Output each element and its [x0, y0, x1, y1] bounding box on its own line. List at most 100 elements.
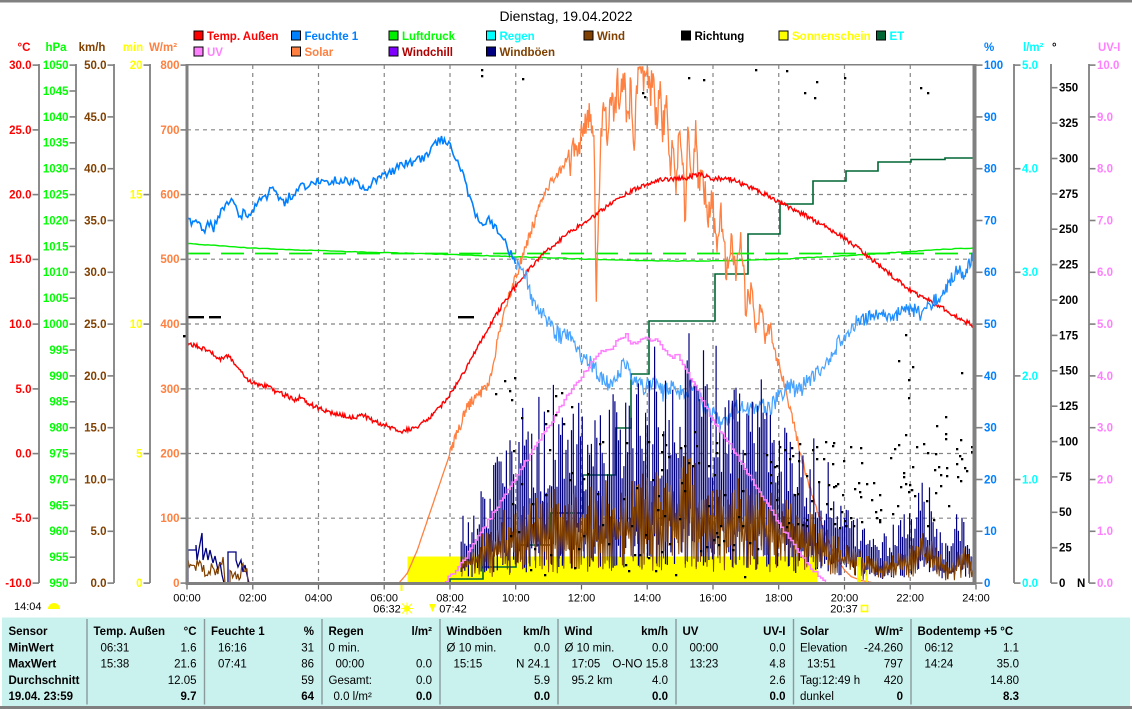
- svg-text:14:04: 14:04: [14, 601, 42, 613]
- svg-text:00:00: 00:00: [173, 593, 201, 605]
- svg-text:75: 75: [1059, 472, 1072, 484]
- svg-text:Elevation: Elevation: [800, 643, 847, 655]
- svg-text:Gesamt:: Gesamt:: [329, 675, 372, 687]
- svg-text:300: 300: [1059, 153, 1078, 165]
- svg-text:2.0: 2.0: [1022, 371, 1038, 383]
- svg-text:00:00: 00:00: [690, 643, 719, 655]
- svg-text:MaxWert: MaxWert: [9, 659, 57, 671]
- svg-text:980: 980: [49, 423, 68, 435]
- svg-text:0.0: 0.0: [652, 691, 668, 703]
- svg-text:40: 40: [984, 371, 997, 383]
- svg-text:0: 0: [984, 578, 990, 590]
- svg-text:min: min: [123, 42, 143, 54]
- svg-text:990: 990: [49, 371, 68, 383]
- svg-text:%: %: [304, 626, 314, 638]
- svg-text:30: 30: [984, 423, 997, 435]
- svg-text:Windchill: Windchill: [402, 47, 453, 59]
- svg-text:25: 25: [1059, 543, 1072, 555]
- svg-text:15.0: 15.0: [9, 254, 31, 266]
- svg-text:-5.0: -5.0: [12, 513, 32, 525]
- svg-text:175: 175: [1059, 330, 1079, 342]
- svg-text:Wind: Wind: [597, 31, 625, 43]
- svg-text:20.0: 20.0: [9, 190, 31, 202]
- svg-text:Ø 10 min.: Ø 10 min.: [447, 643, 497, 655]
- svg-text:ET: ET: [890, 31, 905, 43]
- svg-text:30.0: 30.0: [9, 60, 31, 72]
- svg-text:1020: 1020: [43, 215, 69, 227]
- svg-text:4.8: 4.8: [770, 659, 786, 671]
- svg-text:9.7: 9.7: [181, 691, 197, 703]
- svg-text:06:12: 06:12: [925, 643, 954, 655]
- svg-text:22:00: 22:00: [896, 593, 924, 605]
- svg-text:25.0: 25.0: [84, 319, 106, 331]
- svg-text:02:00: 02:00: [239, 593, 267, 605]
- svg-text:40.0: 40.0: [84, 164, 106, 176]
- svg-text:1.0: 1.0: [1097, 526, 1113, 538]
- svg-text:10: 10: [130, 319, 143, 331]
- svg-text:995: 995: [49, 345, 69, 357]
- svg-text:500: 500: [160, 254, 179, 266]
- svg-text:0: 0: [173, 578, 179, 590]
- svg-text:Regen: Regen: [329, 626, 364, 638]
- svg-text:4.0: 4.0: [1097, 371, 1113, 383]
- svg-text:07:42: 07:42: [439, 604, 467, 616]
- svg-text:0.0: 0.0: [534, 691, 550, 703]
- svg-text:21.6: 21.6: [174, 659, 196, 671]
- svg-text:5.0: 5.0: [1097, 319, 1113, 331]
- svg-text:13:51: 13:51: [807, 659, 836, 671]
- svg-text:300: 300: [160, 384, 179, 396]
- svg-text:965: 965: [49, 500, 69, 512]
- svg-text:-24.260: -24.260: [864, 643, 903, 655]
- svg-text:06:31: 06:31: [101, 643, 130, 655]
- svg-text:Sonnenschein: Sonnenschein: [792, 31, 871, 43]
- svg-text:14:24: 14:24: [925, 659, 954, 671]
- svg-text:50: 50: [984, 319, 997, 331]
- svg-text:225: 225: [1059, 260, 1079, 272]
- svg-text:°C: °C: [184, 626, 197, 638]
- svg-text:10.0: 10.0: [1097, 60, 1119, 72]
- svg-text:Temp. Außen: Temp. Außen: [94, 626, 166, 638]
- svg-text:MinWert: MinWert: [9, 643, 54, 655]
- svg-text:250: 250: [1059, 224, 1078, 236]
- svg-text:200: 200: [160, 449, 179, 461]
- svg-text:0: 0: [897, 691, 903, 703]
- svg-text:dunkel: dunkel: [800, 691, 834, 703]
- svg-text:Richtung: Richtung: [695, 31, 745, 43]
- svg-text:1050: 1050: [43, 60, 69, 72]
- svg-text:1.0: 1.0: [1022, 474, 1038, 486]
- svg-text:0.0: 0.0: [1097, 578, 1113, 590]
- svg-text:0 min.: 0 min.: [329, 643, 360, 655]
- svg-text:W/m²: W/m²: [149, 42, 177, 54]
- svg-text:200: 200: [1059, 295, 1078, 307]
- svg-text:Luftdruck: Luftdruck: [402, 31, 456, 43]
- svg-text:45.0: 45.0: [84, 112, 106, 124]
- svg-text:08:00: 08:00: [436, 593, 464, 605]
- svg-text:UV: UV: [207, 47, 223, 59]
- svg-text:-10.0: -10.0: [5, 578, 31, 590]
- svg-text:20:37: 20:37: [830, 604, 858, 616]
- svg-text:0.0: 0.0: [1022, 578, 1038, 590]
- svg-text:20: 20: [984, 474, 997, 486]
- svg-text:l/m²: l/m²: [1023, 42, 1044, 54]
- svg-text:1010: 1010: [43, 267, 69, 279]
- svg-text:Tag:12:49 h: Tag:12:49 h: [800, 675, 860, 687]
- svg-text:50.0: 50.0: [84, 60, 106, 72]
- svg-text:0.0: 0.0: [416, 675, 432, 687]
- svg-text:95.2 km: 95.2 km: [572, 675, 613, 687]
- svg-text:Windböen: Windböen: [447, 626, 502, 638]
- svg-text:1015: 1015: [43, 241, 69, 253]
- svg-text:UV-I: UV-I: [1098, 42, 1120, 54]
- svg-text:800: 800: [160, 60, 179, 72]
- svg-text:0.0: 0.0: [770, 691, 786, 703]
- svg-text:50: 50: [1059, 507, 1072, 519]
- svg-text:12:00: 12:00: [568, 593, 596, 605]
- svg-text:3.0: 3.0: [1097, 423, 1113, 435]
- svg-text:5.0: 5.0: [1022, 60, 1038, 72]
- svg-text:31: 31: [301, 643, 314, 655]
- svg-text:Sensor: Sensor: [9, 626, 49, 638]
- svg-text:°C: °C: [18, 42, 31, 54]
- svg-text:7.0: 7.0: [1097, 215, 1113, 227]
- svg-text:955: 955: [49, 552, 69, 564]
- svg-text:15:38: 15:38: [101, 659, 130, 671]
- svg-text:30.0: 30.0: [84, 267, 106, 279]
